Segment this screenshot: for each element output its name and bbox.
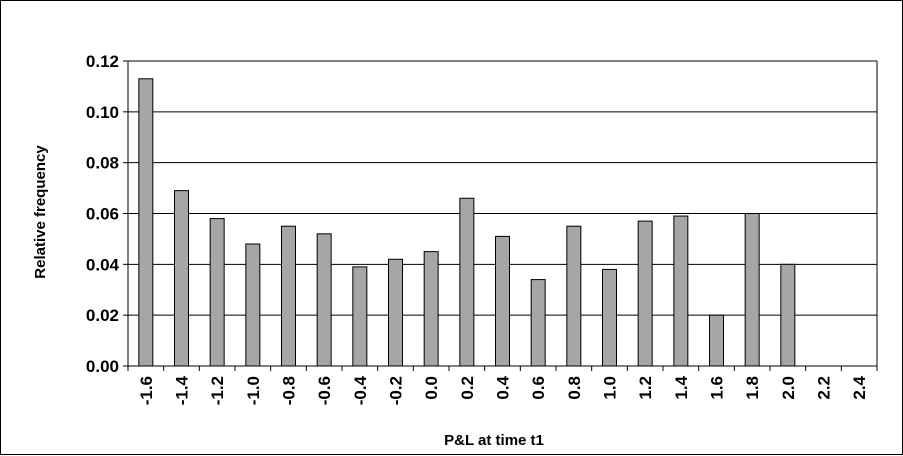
bar — [602, 268, 617, 367]
x-tick-label: -1.0 — [244, 376, 263, 405]
x-axis-title: P&L at time t1 — [444, 432, 544, 449]
x-tick-label: 0.2 — [458, 376, 477, 400]
x-tick-label: 1.8 — [743, 376, 762, 400]
x-tick-label: -1.4 — [173, 375, 192, 405]
bar — [388, 258, 403, 367]
y-tick-label: 0.08 — [86, 154, 119, 173]
x-tick-label: 0.4 — [494, 375, 513, 399]
y-tick-label: 0.00 — [86, 357, 119, 376]
bar — [281, 225, 296, 367]
x-tick-label: -1.6 — [137, 376, 156, 405]
bar — [316, 233, 332, 367]
y-tick-label: 0.12 — [86, 52, 119, 71]
y-tick-label: 0.02 — [86, 306, 119, 325]
x-tick-label: 2.4 — [850, 375, 869, 399]
x-tick-label: -0.6 — [315, 376, 334, 405]
y-tick-label: 0.10 — [86, 103, 119, 122]
bar — [209, 218, 225, 367]
bar — [495, 235, 510, 367]
x-tick-label: -0.8 — [280, 376, 299, 405]
x-tick-label: 0.6 — [529, 376, 548, 400]
y-tick-label: 0.04 — [86, 255, 120, 274]
bar — [530, 279, 546, 367]
y-tick-label: 0.06 — [86, 205, 119, 224]
bar — [174, 190, 189, 367]
bar — [744, 213, 760, 367]
bar — [637, 220, 653, 367]
y-axis-title: Relative frequency — [32, 145, 49, 279]
x-tick-label: 1.4 — [672, 375, 691, 399]
x-tick-label: 1.6 — [708, 376, 727, 400]
bar — [352, 266, 368, 367]
bar — [459, 197, 475, 367]
x-tick-label: -0.4 — [351, 375, 370, 405]
x-tick-label: 1.0 — [601, 376, 620, 400]
bar — [138, 78, 154, 367]
bar — [673, 215, 689, 367]
bar — [423, 251, 439, 367]
x-tick-label: 0.8 — [565, 376, 584, 400]
x-tick-label: 1.2 — [636, 376, 655, 400]
bar — [709, 314, 724, 367]
x-tick-label: 2.0 — [779, 376, 798, 400]
bar — [245, 243, 261, 367]
bar — [566, 225, 582, 367]
x-tick-label: 0.0 — [422, 376, 441, 400]
y-tick-labels: 0.00 0.02 0.04 0.06 0.08 0.10 0.12 — [86, 52, 120, 376]
x-tick-label: -1.2 — [208, 376, 227, 405]
bars — [138, 78, 796, 367]
axes — [123, 60, 878, 371]
x-tick-labels: -1.6 -1.4 -1.2 -1.0 -0.8 -0.6 -0.4 -0.2 0.0 0.2 0.… — [137, 375, 869, 405]
x-tick-label: 2.2 — [815, 376, 834, 400]
bar — [780, 263, 796, 367]
x-tick-label: -0.2 — [387, 376, 406, 405]
